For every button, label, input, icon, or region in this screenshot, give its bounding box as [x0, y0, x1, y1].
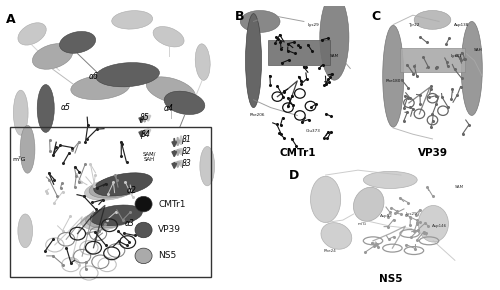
Text: B: B [235, 10, 244, 23]
Ellipse shape [414, 10, 451, 29]
Ellipse shape [94, 173, 152, 196]
Text: m⁷G: m⁷G [13, 157, 26, 162]
Ellipse shape [246, 14, 262, 108]
Text: SAH: SAH [474, 48, 482, 52]
Text: VP39: VP39 [418, 148, 448, 158]
Text: Lys29: Lys29 [406, 212, 417, 216]
Text: CMTr1: CMTr1 [158, 200, 186, 209]
Text: β3: β3 [181, 159, 190, 168]
Text: β2: β2 [181, 147, 190, 156]
Text: Asp138: Asp138 [454, 23, 469, 27]
Ellipse shape [37, 85, 54, 132]
Ellipse shape [20, 125, 35, 173]
Text: α3: α3 [125, 219, 135, 228]
Text: CMTr1: CMTr1 [279, 148, 316, 158]
Text: α6: α6 [88, 72, 99, 81]
Text: Phe24: Phe24 [324, 249, 336, 253]
Text: SAM: SAM [330, 54, 339, 58]
Ellipse shape [382, 26, 404, 127]
Ellipse shape [112, 11, 152, 29]
Text: NS5: NS5 [378, 274, 402, 284]
Ellipse shape [320, 0, 349, 80]
Ellipse shape [310, 176, 340, 222]
Text: Glu373: Glu373 [306, 129, 320, 133]
Bar [10, 127, 210, 277]
Text: Asp52: Asp52 [380, 215, 392, 218]
Text: SAM/
SAH: SAM/ SAH [142, 151, 156, 162]
Text: Tyr22: Tyr22 [408, 23, 420, 27]
Ellipse shape [240, 10, 280, 32]
Ellipse shape [18, 214, 32, 248]
Ellipse shape [462, 21, 482, 115]
Text: C: C [371, 10, 380, 23]
Ellipse shape [32, 44, 72, 69]
Ellipse shape [14, 90, 28, 135]
Polygon shape [268, 40, 330, 65]
Ellipse shape [90, 205, 142, 226]
Text: Asp146: Asp146 [432, 224, 448, 228]
Ellipse shape [86, 209, 133, 228]
Ellipse shape [146, 77, 196, 104]
Ellipse shape [153, 27, 184, 47]
Ellipse shape [84, 180, 134, 200]
Ellipse shape [195, 44, 210, 80]
Text: β5: β5 [138, 113, 148, 122]
Ellipse shape [200, 146, 214, 186]
Ellipse shape [96, 63, 160, 87]
Ellipse shape [60, 31, 96, 53]
Text: α2: α2 [127, 186, 137, 195]
Text: Lys41: Lys41 [450, 54, 462, 58]
Ellipse shape [135, 248, 152, 264]
Ellipse shape [364, 171, 417, 188]
Text: VP39: VP39 [158, 226, 182, 235]
Polygon shape [400, 48, 465, 72]
Text: D: D [289, 169, 299, 182]
Ellipse shape [135, 196, 152, 212]
Text: β1: β1 [181, 135, 190, 144]
Text: A: A [6, 13, 16, 26]
Text: β4: β4 [140, 130, 149, 139]
Ellipse shape [135, 222, 152, 238]
Ellipse shape [89, 176, 144, 198]
Text: Lys29: Lys29 [308, 23, 319, 27]
Ellipse shape [164, 91, 205, 115]
Ellipse shape [418, 206, 448, 242]
Text: Phe180: Phe180 [386, 79, 401, 83]
Text: α5: α5 [62, 103, 71, 112]
Ellipse shape [321, 223, 352, 249]
Text: SAM: SAM [454, 185, 464, 189]
Ellipse shape [81, 212, 124, 230]
Ellipse shape [18, 23, 46, 45]
Text: m⁷G: m⁷G [358, 222, 366, 226]
Text: Phe206: Phe206 [250, 113, 265, 117]
Ellipse shape [354, 187, 384, 221]
Ellipse shape [71, 75, 130, 99]
Text: NS5: NS5 [158, 251, 176, 260]
Text: α4: α4 [164, 104, 173, 113]
